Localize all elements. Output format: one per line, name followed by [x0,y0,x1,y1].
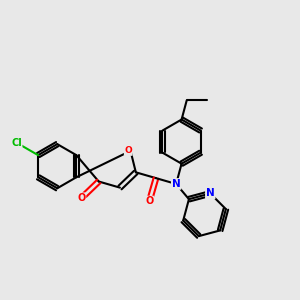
Text: N: N [172,179,181,189]
Text: O: O [77,193,86,203]
Text: O: O [124,146,132,155]
Text: O: O [145,196,154,206]
Text: Cl: Cl [11,138,22,148]
Text: N: N [206,188,214,199]
